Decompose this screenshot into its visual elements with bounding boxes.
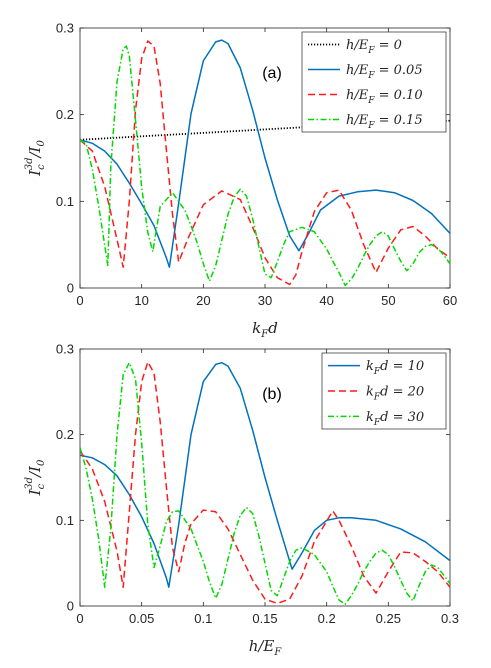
x-tick-label: 40 (319, 293, 333, 308)
legend-entry: h/EF = 0.10 (346, 88, 423, 106)
x-axis-label: h/EF (249, 637, 283, 658)
legend: h/EF = 0 h/EF = 0.05 h/EF = 0.10 h/EF = 0.1… (301, 31, 447, 133)
y-tick-label: 0.1 (56, 513, 74, 528)
x-tick-label: 0.1 (194, 611, 212, 626)
y-tick-label: 0 (67, 281, 74, 296)
series-line-1 (80, 39, 450, 268)
x-tick-label: 20 (196, 293, 210, 308)
series-group (80, 39, 450, 287)
y-tick-label: 0.1 (56, 194, 74, 209)
x-tick-label: 30 (258, 293, 272, 308)
legend: kFd = 10 kFd = 20 kFd = 30 (321, 352, 447, 430)
y-axis-label: Ic3d/I0 (24, 140, 47, 177)
x-tick-label: 0 (76, 293, 83, 308)
y-tick-label: 0 (67, 599, 74, 614)
legend-entry: h/EF = 0.05 (346, 63, 423, 81)
legend-entry: h/EF = 0 (346, 38, 402, 56)
x-tick-label: 0.25 (376, 611, 401, 626)
panel-label: (a) (262, 65, 282, 82)
panel-label: (b) (262, 386, 282, 403)
series-line-3 (80, 45, 450, 287)
legend-entry: h/EF = 0.15 (346, 113, 423, 131)
y-tick-label: 0.3 (56, 342, 74, 357)
chart-panel-0: 0 10 20 30 40 50 60 0 0.1 0.2 0.3 kFd Ic3d/I0 (a) h/EF… (24, 21, 457, 341)
x-tick-label: 0.2 (318, 611, 336, 626)
series-line-1 (80, 361, 450, 605)
series-line-2 (80, 40, 450, 286)
x-tick-label: 60 (443, 293, 457, 308)
series-line-0 (80, 361, 450, 588)
x-tick-label: 0.3 (441, 611, 459, 626)
x-axis-label: kFd (252, 319, 278, 340)
series-group (80, 361, 450, 606)
y-tick-label: 0.3 (56, 21, 74, 36)
y-axis-label: Ic3d/I0 (24, 459, 47, 496)
y-tick-label: 0.2 (56, 427, 74, 442)
chart-panel-1: 0 0.05 0.1 0.15 0.2 0.25 0.3 0 0.1 0.2 0.3 h/EF Ic3d… (24, 342, 459, 659)
legend-box (301, 31, 447, 133)
y-tick-label: 0.2 (56, 107, 74, 122)
legend-entry: kFd = 10 (366, 359, 424, 377)
series-line-2 (80, 361, 450, 606)
legend-entry: kFd = 20 (366, 385, 424, 403)
x-tick-label: 0 (76, 611, 83, 626)
x-tick-label: 50 (381, 293, 395, 308)
x-tick-label: 0.05 (129, 611, 154, 626)
legend-entry: kFd = 30 (366, 410, 424, 428)
x-tick-label: 10 (134, 293, 148, 308)
x-tick-label: 0.15 (252, 611, 277, 626)
